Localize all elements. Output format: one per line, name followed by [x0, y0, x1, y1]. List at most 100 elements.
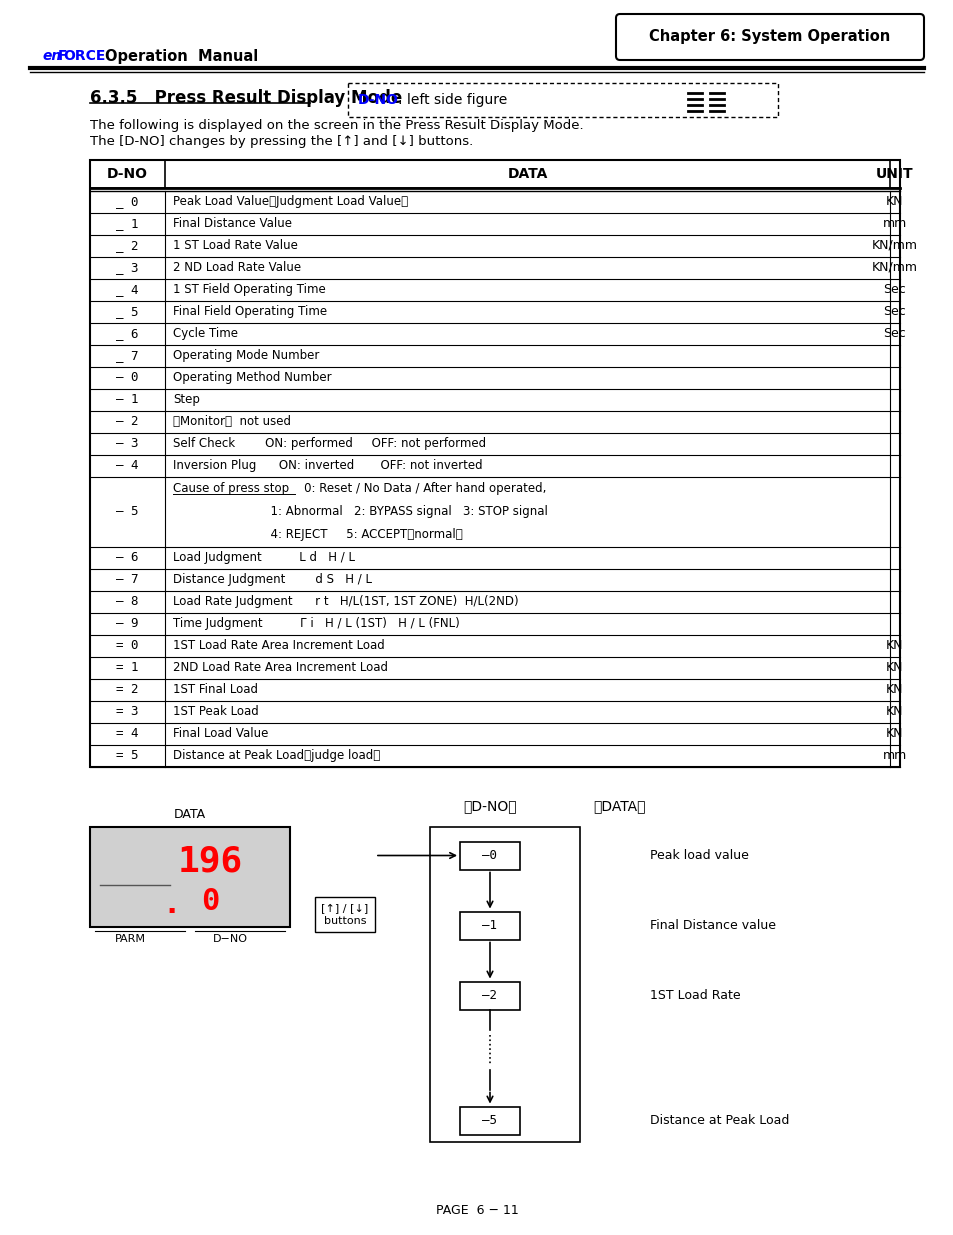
- Bar: [90, 722, 899, 745]
- Bar: [90, 410, 899, 432]
- Bar: [90, 161, 899, 767]
- Text: – 9: – 9: [116, 618, 138, 630]
- Bar: [90, 477, 899, 547]
- Text: = 5: = 5: [116, 748, 138, 762]
- Text: The following is displayed on the screen in the Press Result Display Mode.: The following is displayed on the screen…: [90, 119, 583, 131]
- Bar: [90, 212, 899, 235]
- Bar: [348, 83, 778, 117]
- Text: PAGE  6 − 11: PAGE 6 − 11: [436, 1203, 517, 1216]
- Text: – 8: – 8: [116, 595, 138, 608]
- Text: D-NO: D-NO: [107, 167, 148, 182]
- Bar: [90, 613, 899, 635]
- Text: – 7: – 7: [116, 573, 138, 585]
- Text: = 3: = 3: [116, 705, 138, 718]
- Text: – 3: – 3: [116, 437, 138, 450]
- Text: KN: KN: [885, 705, 902, 718]
- Text: Cycle Time: Cycle Time: [172, 327, 237, 340]
- Text: = 2: = 2: [116, 683, 138, 697]
- Text: F: F: [58, 49, 68, 63]
- Bar: [90, 590, 899, 613]
- Text: mm: mm: [882, 217, 906, 230]
- Text: 1ST Peak Load: 1ST Peak Load: [172, 705, 258, 718]
- Text: 6.3.5   Press Result Display Mode: 6.3.5 Press Result Display Mode: [90, 89, 402, 107]
- Text: Distance Judgment        d S   H / L: Distance Judgment d S H / L: [172, 573, 372, 585]
- Text: Sec: Sec: [882, 283, 905, 296]
- Text: Final Distance Value: Final Distance Value: [172, 217, 292, 230]
- Text: Peak Load Value（Judgment Load Value）: Peak Load Value（Judgment Load Value）: [172, 195, 408, 207]
- Text: ORCE: ORCE: [63, 49, 105, 63]
- Text: 『DATA』: 『DATA』: [593, 799, 645, 814]
- Text: mm: mm: [882, 748, 906, 762]
- Text: 1ST Final Load: 1ST Final Load: [172, 683, 257, 697]
- Text: _ 6: _ 6: [116, 327, 138, 340]
- Text: Chapter 6: System Operation: Chapter 6: System Operation: [649, 30, 890, 44]
- Text: –5: –5: [482, 1114, 497, 1128]
- Bar: [90, 322, 899, 345]
- Text: _ 4: _ 4: [116, 283, 138, 296]
- FancyBboxPatch shape: [616, 14, 923, 61]
- Text: 0: 0: [200, 887, 219, 916]
- Text: 196: 196: [177, 845, 242, 878]
- Text: UNIT: UNIT: [875, 167, 913, 182]
- Text: = 4: = 4: [116, 727, 138, 740]
- Bar: [90, 454, 899, 477]
- Text: The [D-NO] changes by pressing the [↑] and [↓] buttons.: The [D-NO] changes by pressing the [↑] a…: [90, 136, 473, 148]
- Text: en: en: [42, 49, 61, 63]
- Text: KN: KN: [885, 195, 902, 207]
- Text: Inversion Plug      ON: inverted       OFF: not inverted: Inversion Plug ON: inverted OFF: not inv…: [172, 459, 482, 472]
- Text: KN: KN: [885, 638, 902, 652]
- Text: Sec: Sec: [882, 327, 905, 340]
- Text: _ 2: _ 2: [116, 240, 138, 252]
- Text: –1: –1: [482, 919, 497, 932]
- Text: 『D-NO』: 『D-NO』: [463, 799, 517, 814]
- Text: （Monitor）  not used: （Monitor） not used: [172, 415, 291, 429]
- Text: 4: REJECT     5: ACCEPT（normal）: 4: REJECT 5: ACCEPT（normal）: [172, 529, 462, 541]
- Text: _ 0: _ 0: [116, 195, 138, 207]
- Bar: [90, 547, 899, 568]
- Bar: [90, 345, 899, 367]
- Text: [↑] / [↓]: [↑] / [↓]: [321, 903, 368, 913]
- Text: – 2: – 2: [116, 415, 138, 429]
- Bar: [90, 826, 290, 926]
- Text: _ 3: _ 3: [116, 261, 138, 274]
- Text: Final Load Value: Final Load Value: [172, 727, 268, 740]
- Text: _ 1: _ 1: [116, 217, 138, 230]
- Text: 1 ST Field Operating Time: 1 ST Field Operating Time: [172, 283, 325, 296]
- Text: = 0: = 0: [116, 638, 138, 652]
- Text: 1ST Load Rate: 1ST Load Rate: [649, 989, 740, 1002]
- Text: KN/mm: KN/mm: [871, 261, 917, 274]
- Text: : left side figure: : left side figure: [397, 93, 507, 107]
- Text: KN: KN: [885, 727, 902, 740]
- Text: DATA: DATA: [173, 808, 206, 821]
- Text: _ 7: _ 7: [116, 350, 138, 362]
- Text: Operating Mode Number: Operating Mode Number: [172, 350, 319, 362]
- Text: Sec: Sec: [882, 305, 905, 317]
- Bar: [459, 841, 519, 869]
- Bar: [90, 279, 899, 300]
- Text: Cause of press stop    0: Reset / No Data / After hand operated,: Cause of press stop 0: Reset / No Data /…: [172, 482, 546, 495]
- Text: D−NO: D−NO: [213, 934, 247, 944]
- Text: 1: Abnormal   2: BYPASS signal   3: STOP signal: 1: Abnormal 2: BYPASS signal 3: STOP sig…: [172, 505, 547, 517]
- Bar: [459, 911, 519, 940]
- Bar: [90, 700, 899, 722]
- Text: DATA: DATA: [507, 167, 547, 182]
- Bar: [90, 568, 899, 590]
- Bar: [90, 161, 899, 188]
- Text: – 0: – 0: [116, 370, 138, 384]
- Text: Operation  Manual: Operation Manual: [105, 48, 258, 63]
- Text: D-NO: D-NO: [357, 93, 398, 107]
- Bar: [430, 826, 579, 1141]
- Bar: [459, 982, 519, 1009]
- Text: 2ND Load Rate Area Increment Load: 2ND Load Rate Area Increment Load: [172, 661, 388, 674]
- Text: PARM: PARM: [114, 934, 146, 944]
- Text: KN: KN: [885, 661, 902, 674]
- Text: _ 5: _ 5: [116, 305, 138, 317]
- Text: .: .: [163, 890, 181, 919]
- Text: 2 ND Load Rate Value: 2 ND Load Rate Value: [172, 261, 301, 274]
- Bar: [90, 745, 899, 767]
- Text: Final Distance value: Final Distance value: [649, 919, 775, 932]
- Text: Final Field Operating Time: Final Field Operating Time: [172, 305, 327, 317]
- Text: Operating Method Number: Operating Method Number: [172, 370, 332, 384]
- Text: KN/mm: KN/mm: [871, 240, 917, 252]
- Bar: [90, 657, 899, 678]
